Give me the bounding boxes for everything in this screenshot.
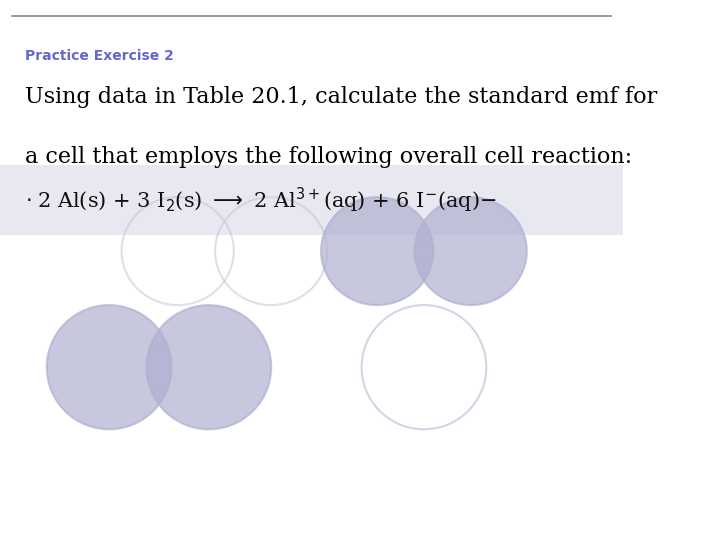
FancyBboxPatch shape <box>0 165 624 235</box>
Text: a cell that employs the following overall cell reaction:: a cell that employs the following overal… <box>25 146 632 168</box>
Ellipse shape <box>415 197 527 305</box>
Ellipse shape <box>321 197 433 305</box>
Text: Practice Exercise 2: Practice Exercise 2 <box>25 49 174 63</box>
Text: Using data in Table 20.1, calculate the standard emf for: Using data in Table 20.1, calculate the … <box>25 86 657 109</box>
Ellipse shape <box>47 305 171 429</box>
Ellipse shape <box>146 305 271 429</box>
Text: $\cdot\;$2 Al(s) + 3 I$_2$(s) $\longrightarrow$ 2 Al$^{3+}$(aq) + 6 I$^{-}$(aq)$: $\cdot\;$2 Al(s) + 3 I$_2$(s) $\longrigh… <box>25 186 496 215</box>
